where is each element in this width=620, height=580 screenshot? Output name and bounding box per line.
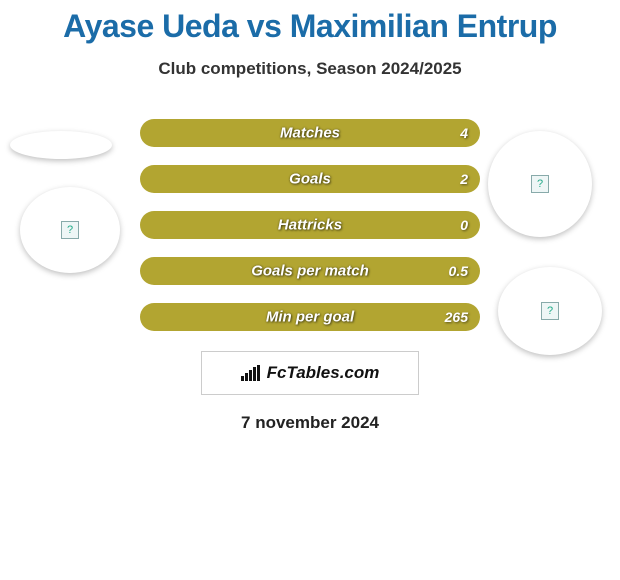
subtitle: Club competitions, Season 2024/2025 bbox=[0, 59, 620, 79]
image-missing-icon: ? bbox=[531, 175, 549, 193]
comparison-chart: Matches 4 Goals 2 Hattricks 0 Goals per … bbox=[0, 119, 620, 331]
player-photo-placeholder: ? bbox=[498, 267, 602, 355]
stat-bar-matches: Matches 4 bbox=[140, 119, 480, 147]
image-missing-icon: ? bbox=[541, 302, 559, 320]
stat-bar-value-right: 0.5 bbox=[449, 263, 468, 279]
stat-bar-goals: Goals 2 bbox=[140, 165, 480, 193]
stat-bar-min-per-goal: Min per goal 265 bbox=[140, 303, 480, 331]
stat-bar-label: Hattricks bbox=[140, 217, 480, 234]
stat-bar-value-right: 265 bbox=[445, 309, 468, 325]
player-photo-placeholder: ? bbox=[488, 131, 592, 237]
stat-bar-value-right: 2 bbox=[460, 171, 468, 187]
player-photo-placeholder bbox=[10, 131, 112, 159]
stat-bar-hattricks: Hattricks 0 bbox=[140, 211, 480, 239]
stat-bar-value-right: 4 bbox=[460, 125, 468, 141]
image-missing-icon: ? bbox=[61, 221, 79, 239]
watermark-badge: FcTables.com bbox=[201, 351, 419, 395]
stat-bar-value-right: 0 bbox=[460, 217, 468, 233]
stat-bar-goals-per-match: Goals per match 0.5 bbox=[140, 257, 480, 285]
player-photo-placeholder: ? bbox=[20, 187, 120, 273]
stat-bar-label: Goals bbox=[140, 171, 480, 188]
stat-bar-label: Goals per match bbox=[140, 263, 480, 280]
stat-bar-label: Matches bbox=[140, 125, 480, 142]
bar-chart-icon bbox=[241, 365, 261, 381]
stat-bar-label: Min per goal bbox=[140, 309, 480, 326]
date-label: 7 november 2024 bbox=[0, 413, 620, 433]
page-title: Ayase Ueda vs Maximilian Entrup bbox=[0, 0, 620, 45]
stat-bars: Matches 4 Goals 2 Hattricks 0 Goals per … bbox=[140, 119, 480, 331]
watermark-text: FcTables.com bbox=[267, 363, 380, 383]
